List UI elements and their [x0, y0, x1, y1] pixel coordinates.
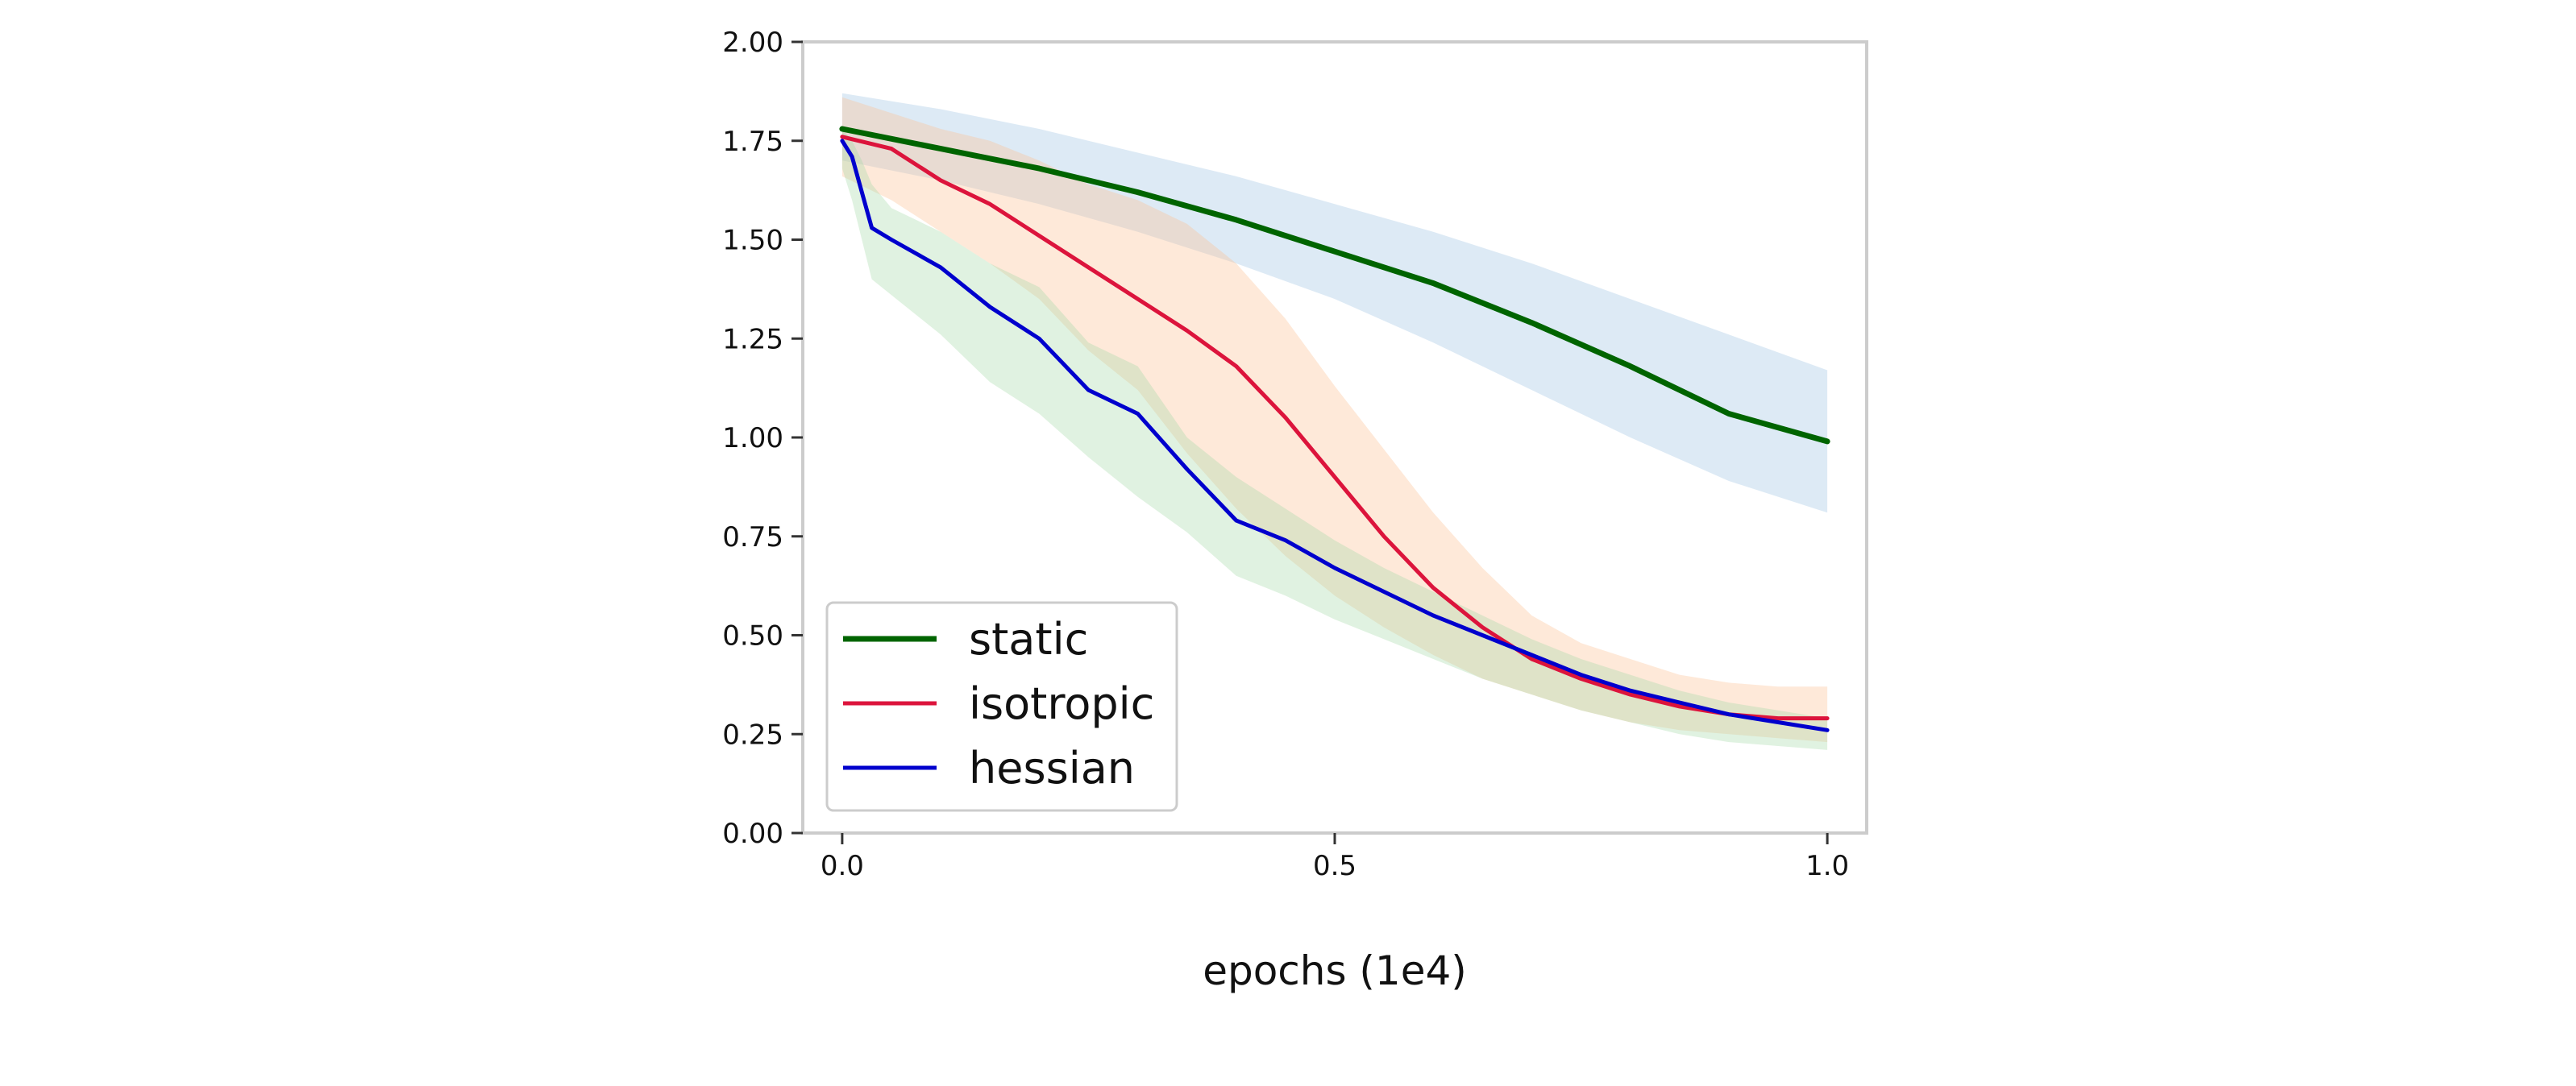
y-tick-label: 2.00	[722, 27, 783, 59]
y-tick-label: 0.50	[722, 620, 783, 653]
line-static	[839, 126, 1830, 445]
x-axis-label: epochs (1e4)	[1203, 947, 1467, 994]
x-axis-ticks: 0.0 0.5 1.0	[821, 833, 1849, 882]
x-tick-label: 1.0	[1805, 850, 1849, 882]
y-tick-label: 1.00	[722, 422, 783, 454]
y-tick-label: 0.25	[722, 719, 783, 751]
legend-label-isotropic: isotropic	[969, 678, 1154, 729]
legend: static isotropic hessian	[825, 601, 1178, 812]
y-axis-ticks: 0.00 0.25 0.50 0.75 1.00 1.25 1.50 1.75 2.00	[722, 27, 803, 850]
legend-label-static: static	[969, 614, 1088, 665]
series-lines	[839, 126, 1830, 732]
x-tick-label: 0.0	[821, 850, 864, 882]
y-tick-label: 1.50	[722, 225, 783, 257]
legend-box	[825, 601, 1178, 812]
y-tick-label: 0.00	[722, 818, 783, 850]
line-hessian	[840, 139, 1830, 732]
confidence-bands	[841, 93, 1828, 750]
legend-label-hessian: hessian	[969, 743, 1135, 794]
line-isotropic	[840, 135, 1830, 721]
y-tick-label: 0.75	[722, 521, 783, 553]
y-tick-label: 1.25	[722, 323, 783, 355]
band-isotropic	[841, 97, 1828, 743]
x-tick-label: 0.5	[1313, 850, 1357, 882]
y-tick-label: 1.75	[722, 126, 783, 158]
band-static	[841, 93, 1828, 513]
